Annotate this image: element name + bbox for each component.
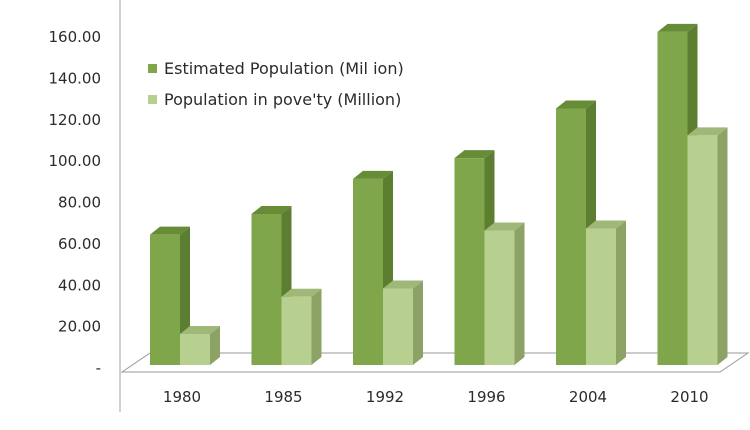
x-tick-label: 1992: [366, 388, 404, 406]
y-tick-label: -: [96, 359, 101, 377]
y-tick-label: 20.00: [58, 318, 101, 336]
y-tick-label: 100.00: [49, 152, 102, 170]
legend-swatch: [148, 95, 157, 104]
legend-label: Estimated Population (Mil ion): [164, 59, 404, 78]
bar-top: [251, 205, 292, 214]
bar-front: [383, 288, 413, 365]
bar-top: [556, 100, 596, 109]
bar-front: [586, 228, 616, 365]
bar-top: [657, 23, 698, 32]
bar-top: [180, 325, 220, 334]
bar-top: [281, 288, 322, 297]
bar-top: [484, 222, 525, 231]
bar-side: [717, 127, 728, 366]
bar-population-in-poverty: [484, 222, 525, 365]
bar-front: [556, 108, 586, 365]
bar-population-in-poverty: [180, 325, 220, 365]
bar-side: [616, 220, 626, 365]
bar-population-in-poverty: [687, 127, 728, 366]
bar-front: [454, 158, 485, 365]
bar-top: [383, 280, 423, 289]
bar-front: [353, 178, 383, 365]
y-tick-label: 80.00: [58, 194, 101, 212]
x-tick-label: 1985: [264, 388, 302, 406]
bar-top: [353, 170, 393, 179]
bar-top: [687, 127, 728, 136]
x-tick-label: 2004: [569, 388, 607, 406]
bar-side: [514, 222, 525, 365]
x-tick-label: 1996: [467, 388, 505, 406]
bar-front: [150, 234, 180, 365]
y-tick-label: 140.00: [49, 69, 102, 87]
y-tick-label: 120.00: [49, 111, 102, 129]
x-tick-label: 1980: [163, 388, 201, 406]
bar-front: [687, 135, 718, 365]
bar-population-in-poverty: [586, 220, 626, 365]
legend-label: Population in pove'ty (Million): [164, 90, 401, 109]
legend-swatch: [148, 64, 157, 73]
y-tick-label: 40.00: [58, 276, 101, 294]
bar-population-in-poverty: [383, 280, 423, 365]
bar-front: [484, 230, 515, 365]
bar-side: [210, 325, 220, 365]
bar-front: [251, 213, 282, 365]
bar-side: [311, 288, 322, 365]
bar-population-in-poverty: [281, 288, 322, 365]
x-tick-label: 2010: [670, 388, 708, 406]
bar-front: [180, 333, 210, 365]
bar-top: [454, 150, 495, 159]
bar-top: [586, 220, 626, 229]
bar-front: [657, 31, 688, 366]
y-tick-label: 160.00: [49, 28, 102, 46]
bar-front: [281, 296, 312, 365]
bar-top: [150, 226, 190, 235]
y-tick-label: 60.00: [58, 235, 101, 253]
bar-side: [413, 280, 423, 365]
